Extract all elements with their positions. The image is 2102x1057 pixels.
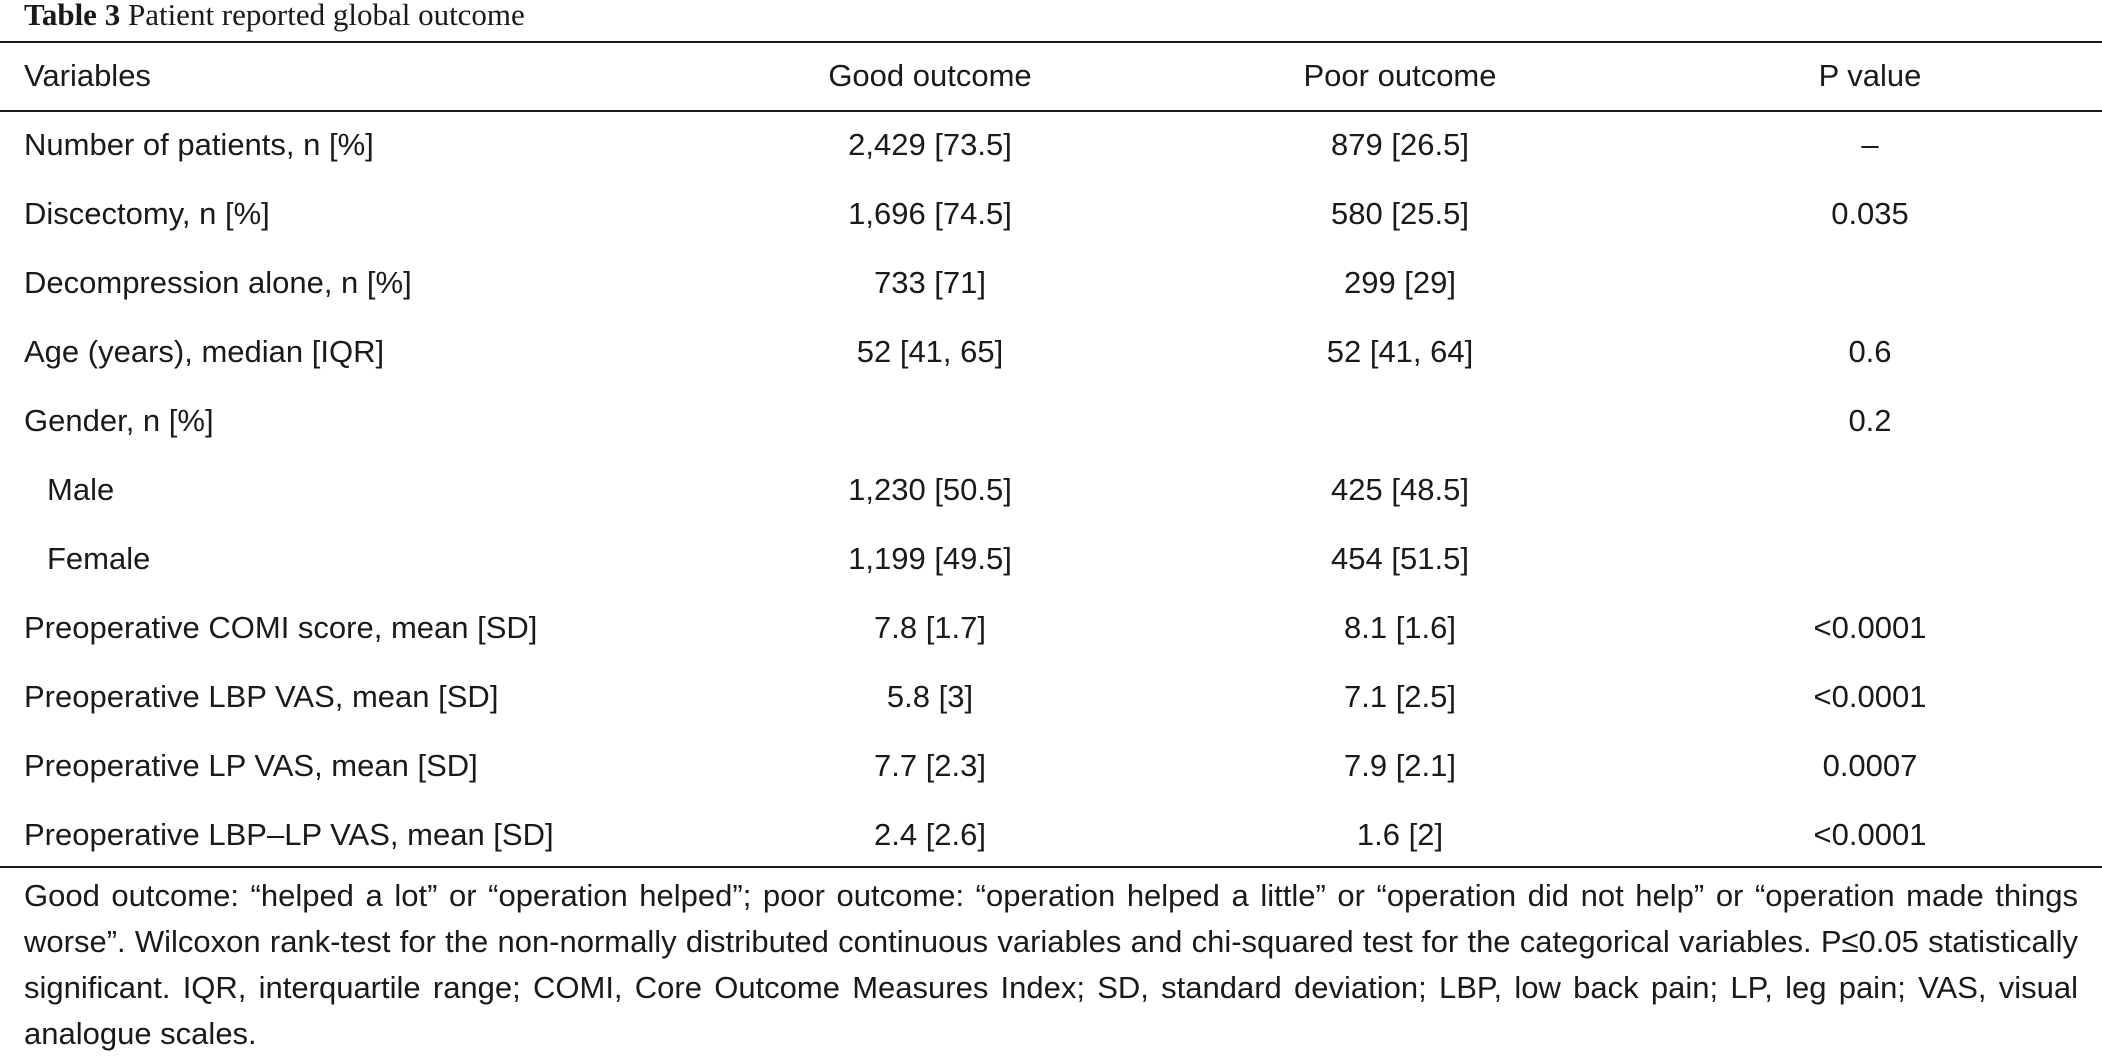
p-value-cell: 0.035 — [1831, 196, 1909, 231]
poor-outcome-cell: 1.6 [2] — [1356, 817, 1444, 852]
header-good-outcome: Good outcome — [828, 58, 1032, 93]
p-value-cell: – — [1861, 127, 1879, 162]
table-row: Discectomy, n [%] 1,696 [74.5] 580 [25.5… — [0, 179, 2102, 248]
table-row: Preoperative LBP–LP VAS, mean [SD] 2.4 [… — [0, 800, 2102, 869]
p-value-cell: 0.2 — [1848, 403, 1892, 438]
p-value-cell: <0.0001 — [1813, 817, 1927, 852]
variable-cell: Number of patients, n [%] — [24, 127, 374, 162]
table-row: Female 1,199 [49.5] 454 [51.5] — [0, 524, 2102, 593]
variable-cell: Female — [47, 541, 151, 576]
table-number: Table 3 — [24, 0, 121, 32]
poor-outcome-cell: 454 [51.5] — [1331, 541, 1469, 576]
good-outcome-cell: 1,230 [50.5] — [848, 472, 1012, 507]
top-rule — [0, 41, 2102, 43]
good-outcome-cell: 1,696 [74.5] — [848, 196, 1012, 231]
table-row: Number of patients, n [%] 2,429 [73.5] 8… — [0, 110, 2102, 179]
p-value-cell: <0.0001 — [1813, 610, 1927, 645]
header-row: Variables Good outcome Poor outcome P va… — [0, 41, 2102, 110]
variable-cell: Male — [47, 472, 115, 507]
poor-outcome-cell: 7.1 [2.5] — [1343, 679, 1457, 714]
table-caption: Table 3 Patient reported global outcome — [24, 0, 525, 36]
variable-cell: Preoperative LBP–LP VAS, mean [SD] — [24, 817, 554, 852]
p-value-cell: 0.0007 — [1822, 748, 1918, 783]
poor-outcome-cell — [1170, 386, 1630, 455]
table-row: Preoperative COMI score, mean [SD] 7.8 [… — [0, 593, 2102, 662]
header-variables: Variables — [24, 58, 151, 93]
header-p-value: P value — [1818, 58, 1922, 93]
table-row: Preoperative LP VAS, mean [SD] 7.7 [2.3]… — [0, 731, 2102, 800]
bottom-rule — [0, 866, 2102, 868]
good-outcome-cell: 7.8 [1.7] — [873, 610, 987, 645]
variable-cell: Discectomy, n [%] — [24, 196, 270, 231]
good-outcome-cell: 5.8 [3] — [886, 679, 974, 714]
poor-outcome-cell: 8.1 [1.6] — [1343, 610, 1457, 645]
variable-cell: Decompression alone, n [%] — [24, 265, 412, 300]
header-poor-outcome: Poor outcome — [1303, 58, 1497, 93]
good-outcome-cell: 2.4 [2.6] — [873, 817, 987, 852]
good-outcome-cell: 1,199 [49.5] — [848, 541, 1012, 576]
table-row: Decompression alone, n [%] 733 [71] 299 … — [0, 248, 2102, 317]
good-outcome-cell: 2,429 [73.5] — [848, 127, 1012, 162]
poor-outcome-cell: 580 [25.5] — [1331, 196, 1469, 231]
table-title: Patient reported global outcome — [127, 0, 525, 32]
poor-outcome-cell: 425 [48.5] — [1331, 472, 1469, 507]
p-value-cell — [1640, 455, 2100, 524]
poor-outcome-cell: 299 [29] — [1343, 265, 1457, 300]
table-row: Gender, n [%] 0.2 — [0, 386, 2102, 455]
good-outcome-cell — [700, 386, 1160, 455]
table-row: Age (years), median [IQR] 52 [41, 65] 52… — [0, 317, 2102, 386]
good-outcome-cell: 733 [71] — [873, 265, 987, 300]
variable-cell: Preoperative COMI score, mean [SD] — [24, 610, 538, 645]
poor-outcome-cell: 879 [26.5] — [1331, 127, 1469, 162]
p-value-cell: 0.6 — [1848, 334, 1892, 369]
variable-cell: Age (years), median [IQR] — [24, 334, 385, 369]
variable-cell: Preoperative LBP VAS, mean [SD] — [24, 679, 499, 714]
table-row: Male 1,230 [50.5] 425 [48.5] — [0, 455, 2102, 524]
table-footnote: Good outcome: “helped a lot” or “operati… — [24, 878, 2078, 1051]
p-value-cell — [1640, 248, 2100, 317]
poor-outcome-cell: 7.9 [2.1] — [1343, 748, 1457, 783]
good-outcome-cell: 52 [41, 65] — [856, 334, 1004, 369]
p-value-cell — [1640, 524, 2100, 593]
good-outcome-cell: 7.7 [2.3] — [873, 748, 987, 783]
variable-cell: Gender, n [%] — [24, 403, 214, 438]
header-rule — [0, 110, 2102, 112]
table-row: Preoperative LBP VAS, mean [SD] 5.8 [3] … — [0, 662, 2102, 731]
p-value-cell: <0.0001 — [1813, 679, 1927, 714]
variable-cell: Preoperative LP VAS, mean [SD] — [24, 748, 478, 783]
poor-outcome-cell: 52 [41, 64] — [1326, 334, 1474, 369]
